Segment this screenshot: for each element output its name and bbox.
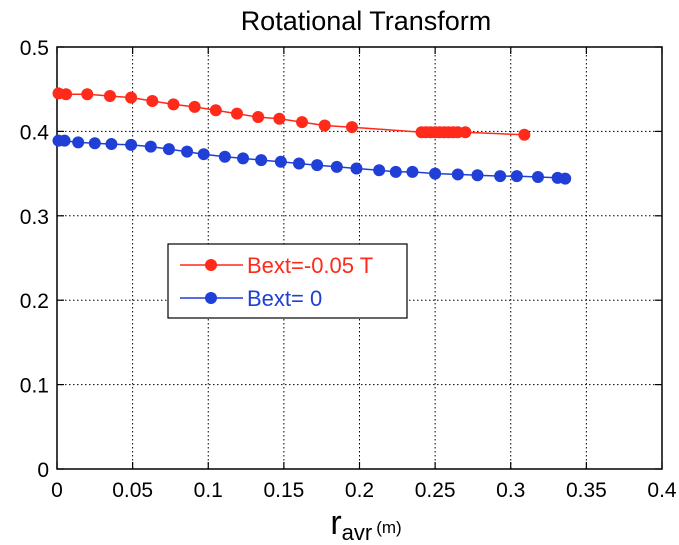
data-point (406, 165, 419, 178)
x-tick-label: 0.25 (415, 479, 456, 502)
x-tick-label: 0.4 (647, 479, 677, 502)
data-point (230, 107, 243, 120)
data-point (125, 138, 138, 151)
data-point (345, 121, 358, 134)
x-tick-label: 0.15 (263, 479, 304, 502)
data-point (494, 170, 507, 183)
x-tick-label: 0 (51, 479, 63, 502)
data-point (330, 160, 343, 173)
data-point (471, 169, 484, 182)
x-axis-label: ravr (m) (330, 504, 401, 545)
legend-marker (205, 292, 217, 304)
data-point (188, 100, 201, 113)
data-point (518, 128, 531, 141)
data-point (373, 164, 386, 177)
data-point (105, 138, 118, 151)
data-point (88, 137, 101, 150)
data-point (559, 172, 572, 185)
data-point (58, 134, 71, 147)
legend-marker (205, 259, 217, 271)
x-axis-label-unit: (m) (376, 518, 401, 537)
x-tick-label: 0.35 (566, 479, 607, 502)
data-point (146, 95, 159, 108)
x-tick-label: 0.1 (194, 479, 223, 502)
legend-label: Bext= 0 (247, 286, 322, 311)
data-point (197, 148, 210, 161)
x-tick-label: 0.05 (112, 479, 153, 502)
data-point (103, 89, 116, 102)
data-point (296, 116, 309, 129)
data-point (72, 136, 85, 149)
series-2 (52, 134, 572, 185)
data-point (252, 111, 265, 124)
y-tick-label: 0.5 (20, 37, 49, 60)
legend-box (167, 243, 408, 319)
y-tick-label: 0.1 (20, 375, 49, 398)
data-point (350, 162, 363, 175)
data-point (389, 165, 402, 178)
x-axis-label-subscript: avr (342, 520, 373, 545)
series-1 (52, 87, 531, 141)
y-axis-tick-labels: 0 0.1 0.2 0.3 0.4 0.5 (20, 37, 50, 482)
data-point (293, 157, 305, 170)
data-point (459, 126, 472, 139)
data-point (531, 170, 544, 183)
series-layer (52, 87, 572, 185)
data-point (237, 152, 250, 165)
y-tick-label: 0 (37, 459, 49, 482)
chart-title: Rotational Transform (241, 6, 492, 36)
y-tick-label: 0.3 (20, 206, 49, 229)
data-point (60, 88, 73, 101)
x-tick-label: 0.2 (345, 479, 374, 502)
data-point (274, 155, 287, 168)
legend-entry-2: Bext= 0 (180, 286, 322, 311)
data-point (125, 91, 138, 104)
data-point (429, 167, 442, 180)
grid-lines (57, 47, 662, 469)
x-tick-label: 0.3 (496, 479, 525, 502)
data-point (510, 170, 523, 183)
x-axis-label-main: r (330, 504, 341, 542)
legend-label: Bext=-0.05 T (247, 253, 373, 278)
x-axis-tick-labels: 0 0.05 0.1 0.15 0.2 0.25 0.3 0.35 0.4 (51, 479, 677, 502)
y-tick-label: 0.2 (20, 290, 49, 313)
y-tick-label: 0.4 (20, 121, 50, 144)
data-point (451, 168, 464, 181)
data-point (181, 145, 194, 158)
axis-ticks (56, 46, 663, 470)
data-point (218, 150, 231, 163)
data-point (167, 98, 180, 111)
data-point (273, 112, 286, 125)
data-point (162, 143, 175, 156)
legend: Bext=-0.05 T Bext= 0 (167, 243, 408, 319)
data-point (209, 104, 222, 117)
legend-entry-1: Bext=-0.05 T (180, 253, 373, 278)
data-point (144, 140, 157, 153)
data-point (255, 154, 268, 167)
data-point (81, 88, 94, 101)
data-point (318, 119, 331, 132)
data-point (311, 159, 324, 172)
